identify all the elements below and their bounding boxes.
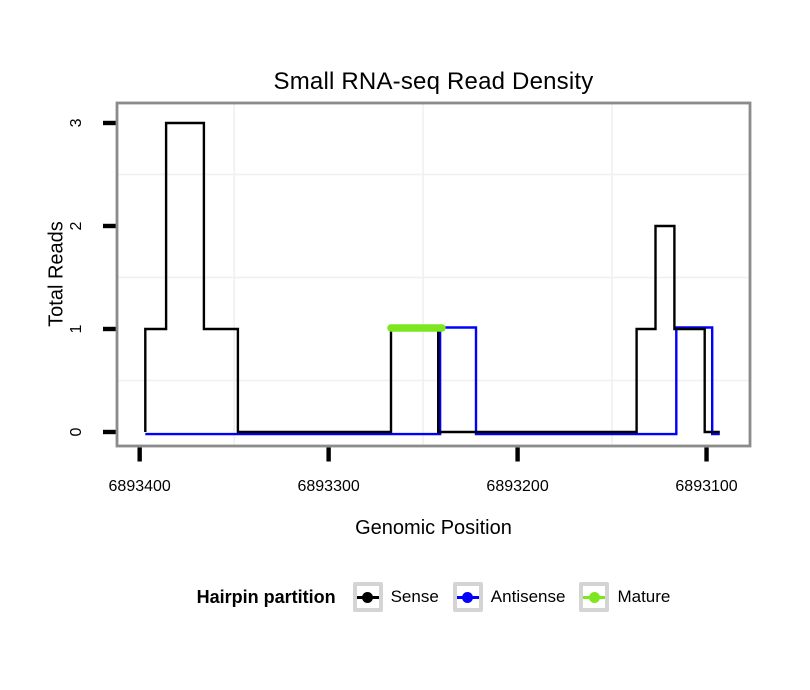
legend-item-antisense: Antisense xyxy=(452,582,566,612)
antisense-point-icon xyxy=(462,591,474,603)
legend-item-mature: Mature xyxy=(579,582,670,612)
svg-text:2: 2 xyxy=(68,221,85,230)
svg-text:6893400: 6893400 xyxy=(109,478,171,495)
mature-point-icon xyxy=(588,591,600,603)
legend-title: Hairpin partition xyxy=(196,586,336,607)
legend-item-sense: Sense xyxy=(352,582,439,612)
legend-label-mature: Mature xyxy=(617,587,671,606)
svg-text:6893100: 6893100 xyxy=(675,478,737,495)
svg-text:0: 0 xyxy=(68,427,85,436)
legend: Hairpin partition Sense Antisense Mature xyxy=(117,576,750,618)
svg-text:1: 1 xyxy=(68,324,85,333)
chart-title: Small RNA-seq Read Density xyxy=(273,68,594,95)
antisense-key-box xyxy=(452,582,483,612)
svg-text:3: 3 xyxy=(68,118,85,127)
x-axis-title: Genomic Position xyxy=(355,517,512,539)
mature-key-box xyxy=(579,582,610,612)
legend-label-antisense: Antisense xyxy=(490,587,566,606)
sense-point-icon xyxy=(362,591,374,603)
sense-key-box xyxy=(352,582,383,612)
svg-text:6893300: 6893300 xyxy=(297,478,359,495)
svg-text:6893200: 6893200 xyxy=(486,478,548,495)
legend-label-sense: Sense xyxy=(390,587,439,606)
